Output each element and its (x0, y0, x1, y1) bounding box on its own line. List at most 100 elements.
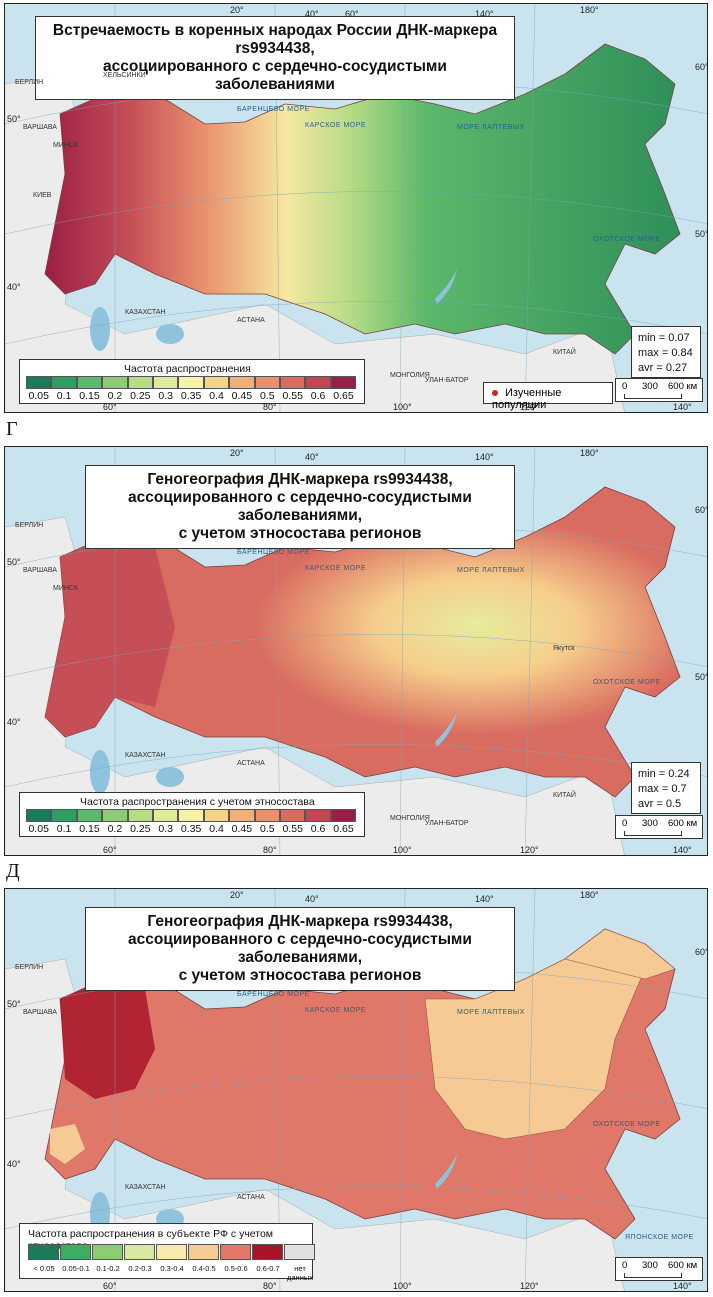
baikal-lake (435, 712, 457, 747)
legend-tick-label: 0.35 (180, 823, 202, 835)
map-title: Геногеография ДНК-маркера rs9934438, асс… (85, 465, 515, 549)
map-panel-frequency: Встречаемость в коренных народах России … (4, 3, 708, 413)
lon-label: 100° (393, 845, 412, 855)
legend-tick-label: 0.5 (259, 390, 275, 402)
lon-label: 60° (345, 9, 359, 19)
scale-label: 0 (622, 818, 628, 829)
baikal-lake (435, 269, 457, 304)
legend-tick-label: 0.5-0.6 (224, 1264, 248, 1273)
scale-line (624, 831, 682, 836)
stats-box: min = 0.24 max = 0.7 avr = 0.5 (631, 762, 701, 814)
lon-label: 80° (263, 402, 277, 412)
sea-label-barents: БАРЕНЦЕВО МОРЕ (237, 106, 310, 113)
aral-sea (156, 324, 184, 344)
legend-swatch (229, 376, 255, 389)
legend-swatch (92, 1244, 123, 1260)
lon-label: 140° (673, 845, 692, 855)
lat-label: 50° (7, 999, 21, 1009)
color-legend: Частота распространения с учетом этносос… (19, 792, 365, 837)
city-label-yakutsk: Якутск (553, 645, 575, 652)
city-label-astana: АСТАНА (237, 760, 265, 767)
lon-label: 20° (230, 890, 244, 900)
lon-label: 140° (673, 402, 692, 412)
title-line: ассоциированного с сердечно-сосудистыми … (128, 931, 472, 966)
scale-bar: 0 300 600 км (615, 378, 703, 402)
sea-label-laptev: МОРЕ ЛАПТЕВЫХ (457, 567, 525, 574)
legend-swatch (280, 809, 306, 822)
sea-label-japan: ЯПОНСКОЕ МОРЕ (625, 1234, 694, 1241)
caspian-sea (90, 307, 110, 351)
map-canvas (5, 447, 707, 855)
legend-title: Частота распространения (124, 363, 251, 375)
legend-tick-label: 0.45 (231, 823, 253, 835)
legend-tick-label: 0.1 (56, 823, 72, 835)
legend-swatch (330, 809, 357, 822)
region-yakutia (424, 948, 646, 1140)
scale-label: 0 (622, 1260, 628, 1271)
stat-max: max = 0.7 (638, 783, 687, 795)
lon-label: 140° (475, 9, 494, 19)
lat-label: 40° (7, 1159, 21, 1169)
lat-label: 50° (7, 114, 21, 124)
sea-label-barents: БАРЕНЦЕВО МОРЕ (237, 549, 310, 556)
legend-tick-label: 0.5 (259, 823, 275, 835)
legend-tick-label: 0.05-0.1 (62, 1264, 90, 1273)
city-label-minsk: МИНСК (53, 142, 79, 149)
lon-label: 20° (230, 5, 244, 15)
legend-tick-label: 0.35 (180, 390, 202, 402)
stat-avr: avr = 0.27 (638, 362, 688, 374)
scale-label: 300 (642, 818, 658, 829)
city-label-warsaw: ВАРШАВА (23, 1009, 57, 1016)
city-label-astana: АСТАНА (237, 1194, 265, 1201)
legend-swatch (51, 809, 77, 822)
lon-label: 40° (305, 894, 319, 904)
country-label-mongolia: МОНГОЛИЯ (390, 372, 430, 379)
legend-tick-label: 0.6-0.7 (256, 1264, 280, 1273)
legend-tick-label: 0.1-0.2 (96, 1264, 120, 1273)
lon-label: 120° (520, 845, 539, 855)
city-label-kiev: КИЕВ (33, 192, 52, 199)
lon-label: 120° (520, 1281, 539, 1291)
legend-swatch (284, 1244, 315, 1260)
stats-box: min = 0.07 max = 0.84 avr = 0.27 (631, 326, 701, 378)
country-label-kazakhstan: КАЗАХСТАН (125, 1184, 166, 1191)
legend-swatch (102, 376, 128, 389)
country-label-mongolia: МОНГОЛИЯ (390, 815, 430, 822)
sea-label-laptev: МОРЕ ЛАПТЕВЫХ (457, 124, 525, 131)
city-label-berlin: БЕРЛИН (15, 964, 44, 971)
legend-swatch (124, 1244, 155, 1260)
legend-tick-label: 0.55 (282, 390, 303, 402)
region-caucasus-light (50, 1124, 85, 1164)
lon-label: 60° (103, 845, 117, 855)
legend-tick-label: 0.45 (231, 390, 253, 402)
sea-label-okhotsk: ОХОТСКОЕ МОРЕ (593, 679, 661, 686)
lon-label: 140° (673, 1281, 692, 1291)
lon-label: 100° (393, 1281, 412, 1291)
stat-min: min = 0.07 (638, 332, 690, 344)
legend-swatch (26, 809, 52, 822)
legend-tick-label: 0.4 (209, 390, 224, 402)
legend-tick-label: 0.4-0.5 (192, 1264, 216, 1273)
legend-swatch (153, 809, 179, 822)
baikal-lake (435, 1154, 457, 1189)
lon-label: 40° (305, 452, 319, 462)
sea-label-kara: КАРСКОЕ МОРЕ (305, 122, 367, 129)
lon-label: 80° (263, 845, 277, 855)
scale-label: 0 (622, 381, 628, 392)
legend-tick-label: 0.2 (107, 390, 123, 402)
legend-title: Частота распространения с учетом этносос… (80, 796, 315, 808)
legend-tick-label: нет данных (287, 1264, 313, 1282)
stat-max: max = 0.84 (638, 347, 693, 359)
sea-label-okhotsk: ОХОТСКОЕ МОРЕ (593, 236, 661, 243)
caspian-sea (90, 750, 110, 794)
city-label-ulaanbaatar: УЛАН-БАТОР (425, 820, 469, 827)
legend-tick-label: 0.3-0.4 (160, 1264, 184, 1273)
populations-label: Изученные популяции (492, 387, 562, 411)
color-legend: Частота распространения 0.05 0.1 0.15 0.2 0.… (19, 359, 365, 404)
legend-swatch (178, 809, 204, 822)
lat-label: 60° (695, 947, 708, 957)
legend-swatch (127, 376, 153, 389)
legend-tick-label: 0.05 (28, 823, 49, 835)
scale-label: 600 км (668, 818, 698, 829)
legend-swatch (60, 1244, 91, 1260)
